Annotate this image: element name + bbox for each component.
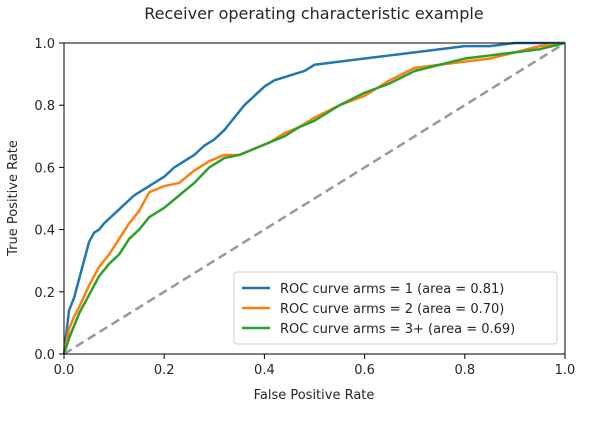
x-axis-label: False Positive Rate — [254, 388, 375, 403]
chance-diagonal-line — [63, 41, 566, 356]
legend-label: ROC curve arms = 3+ (area = 0.69) — [280, 322, 515, 337]
legend-box — [233, 271, 558, 345]
y-tick-label: 1.0 — [34, 37, 55, 52]
roc-series-line-3 — [62, 41, 566, 355]
axis-ticks: 0.0 0.2 0.4 0.6 0.8 1.0 0.0 0.2 0.4 0.6 0.8 1.0 — [34, 37, 575, 378]
y-tick-label: 0.6 — [34, 161, 55, 176]
y-tick-label: 0.0 — [34, 348, 55, 363]
y-axis-label: True Positive Rate — [6, 140, 21, 257]
x-tick-label: 0.2 — [154, 363, 175, 378]
x-tick-label: 0.6 — [354, 363, 375, 378]
chart-title: Receiver operating characteristic exampl… — [144, 4, 483, 23]
x-tick-label: 1.0 — [555, 363, 576, 378]
plot-area — [62, 41, 566, 356]
x-tick-label: 0.4 — [254, 363, 275, 378]
roc-series-line-1 — [62, 41, 565, 355]
plot-frame — [63, 42, 566, 355]
x-tick-label: 0.8 — [454, 363, 475, 378]
legend: ROC curve arms = 1 (area = 0.81) ROC curv… — [233, 271, 558, 345]
y-tick-label: 0.4 — [34, 224, 55, 239]
y-tick-label: 0.2 — [34, 286, 55, 301]
x-tick-label: 0.0 — [54, 363, 75, 378]
y-tick-label: 0.8 — [34, 99, 55, 114]
legend-label: ROC curve arms = 2 (area = 0.70) — [280, 302, 504, 317]
legend-label: ROC curve arms = 1 (area = 0.81) — [280, 282, 504, 297]
